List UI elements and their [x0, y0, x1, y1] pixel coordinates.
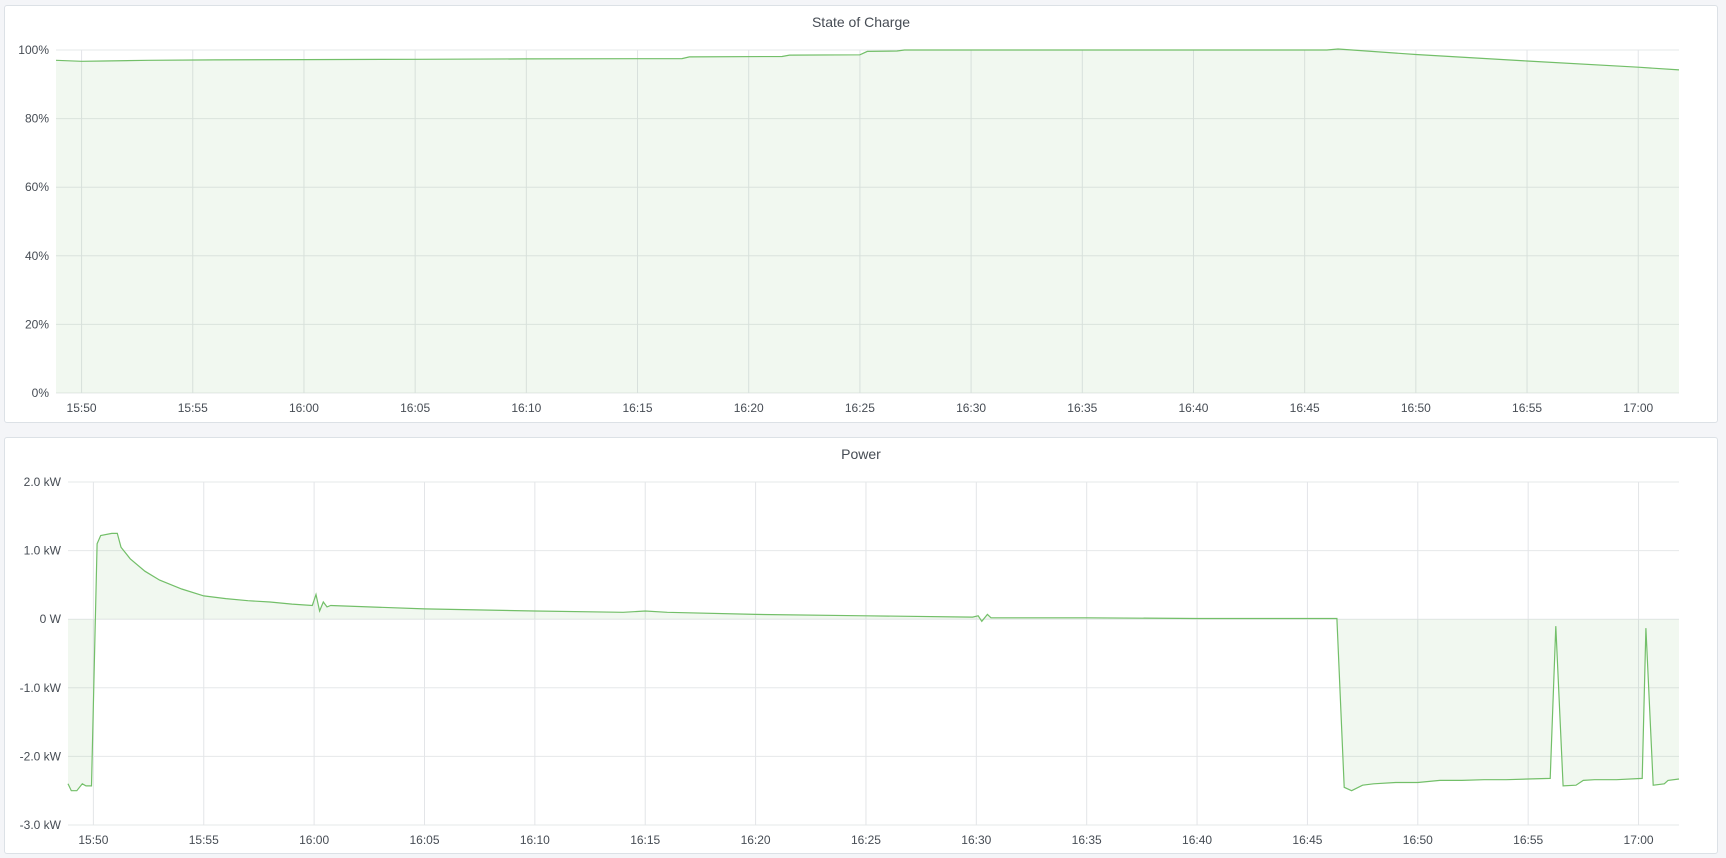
- y-tick-label: -1.0 kW: [20, 681, 62, 695]
- x-tick-label: 16:25: [851, 833, 881, 847]
- x-tick-label: 17:00: [1624, 833, 1654, 847]
- y-tick-label: 1.0 kW: [24, 544, 62, 558]
- x-tick-label: 16:40: [1178, 401, 1208, 415]
- y-tick-label: 100%: [18, 43, 49, 57]
- x-tick-label: 16:35: [1072, 833, 1102, 847]
- x-tick-label: 16:55: [1512, 401, 1542, 415]
- x-tick-label: 16:55: [1513, 833, 1543, 847]
- x-tick-label: 16:50: [1401, 401, 1431, 415]
- y-tick-label: 60%: [25, 180, 49, 194]
- x-tick-label: 16:30: [956, 401, 986, 415]
- x-tick-label: 16:05: [409, 833, 439, 847]
- x-tick-label: 15:55: [189, 833, 219, 847]
- x-tick-label: 15:50: [78, 833, 108, 847]
- power-chart: -3.0 kW -2.0 kW -1.0 kW 0 W 1.0 kW 2.0 kW 15:5…: [20, 475, 1680, 847]
- x-tick-label: 16:05: [400, 401, 430, 415]
- x-tick-label: 16:30: [961, 833, 991, 847]
- x-tick-label: 16:45: [1290, 401, 1320, 415]
- x-tick-label: 16:00: [289, 401, 319, 415]
- panel-title[interactable]: State of Charge: [811, 14, 911, 30]
- state-of-charge-chart: 0% 20% 40% 60% 80% 100% 15:50 15:55 16:00 16:05 16…: [18, 43, 1680, 415]
- state-of-charge-panel: State of Charge 0% 20% 40% 60% 80% 100% 15:50 1…: [4, 5, 1718, 423]
- x-tick-label: 16:25: [845, 401, 875, 415]
- y-tick-label: -3.0 kW: [20, 818, 62, 832]
- x-tick-label: 15:55: [178, 401, 208, 415]
- x-tick-label: 16:20: [741, 833, 771, 847]
- series-line: [67, 532, 1680, 792]
- series-line: [55, 48, 1680, 71]
- y-tick-label: 80%: [25, 112, 49, 126]
- x-tick-label: 16:45: [1292, 833, 1322, 847]
- x-tick-label: 17:00: [1623, 401, 1653, 415]
- x-tick-label: 16:20: [734, 401, 764, 415]
- series-area: [56, 49, 1679, 393]
- x-tick-label: 16:15: [623, 401, 653, 415]
- x-tick-label: 16:10: [520, 833, 550, 847]
- y-tick-label: 2.0 kW: [24, 475, 62, 489]
- x-tick-label: 16:10: [511, 401, 541, 415]
- y-tick-label: 20%: [25, 317, 49, 331]
- x-tick-label: 16:00: [299, 833, 329, 847]
- x-tick-label: 16:15: [630, 833, 660, 847]
- x-tick-label: 16:50: [1403, 833, 1433, 847]
- y-tick-label: 0 W: [40, 612, 62, 626]
- x-tick-label: 16:40: [1182, 833, 1212, 847]
- power-panel: Power -3.0 kW -2.0 kW -1.0 kW 0 W 1.0 kW 2.0 …: [4, 437, 1718, 854]
- panel-title[interactable]: Power: [841, 446, 881, 462]
- x-tick-label: 16:35: [1067, 401, 1097, 415]
- series-area: [68, 533, 1679, 791]
- y-tick-label: 0%: [32, 386, 50, 400]
- y-tick-label: 40%: [25, 249, 49, 263]
- y-tick-label: -2.0 kW: [20, 749, 62, 763]
- x-tick-label: 15:50: [67, 401, 97, 415]
